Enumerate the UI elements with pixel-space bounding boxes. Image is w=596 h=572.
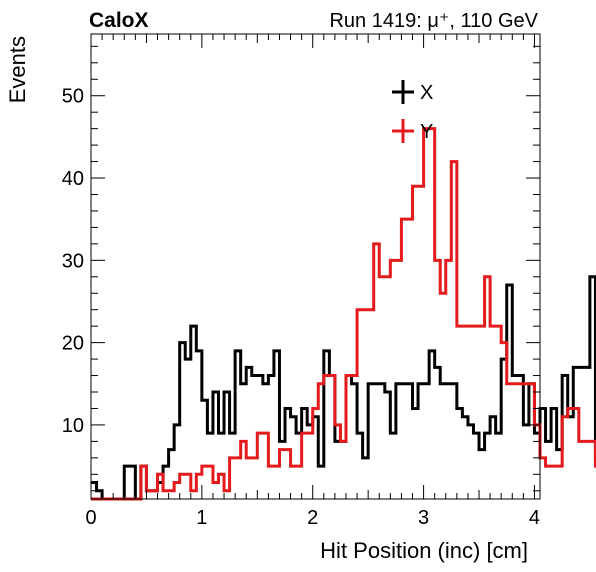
x-tick-label: 3 [418,507,429,529]
legend-label-x: X [420,82,433,104]
run-info-label: Run 1419: μ⁺, 110 GeV [329,10,538,32]
series-layer [91,127,596,501]
y-tick-label: 50 [62,86,84,108]
series-y-line [91,127,596,501]
legend-label-y: Y [420,121,433,143]
x-tick-label: 0 [85,507,96,529]
y-tick-label: 10 [62,415,84,437]
legend: X Y [392,80,433,143]
legend-entry-x: X [392,80,433,104]
tick-labels: 0 1 2 3 4 10 20 30 40 50 [62,86,540,529]
y-tick-label: 40 [62,168,84,190]
x-tick-label: 4 [529,507,540,529]
brand-label: CaloX [89,9,149,32]
series-x-line [91,275,596,501]
y-axis-title: Events [5,36,30,103]
plot-frame [90,33,541,500]
legend-entry-y: Y [392,119,433,143]
x-tick-label: 1 [196,507,207,529]
x-tick-label: 2 [307,507,318,529]
ticks-layer [90,34,540,499]
y-tick-label: 20 [62,333,84,355]
x-axis-title: Hit Position (inc) [cm] [320,538,528,563]
y-tick-label: 30 [62,250,84,272]
